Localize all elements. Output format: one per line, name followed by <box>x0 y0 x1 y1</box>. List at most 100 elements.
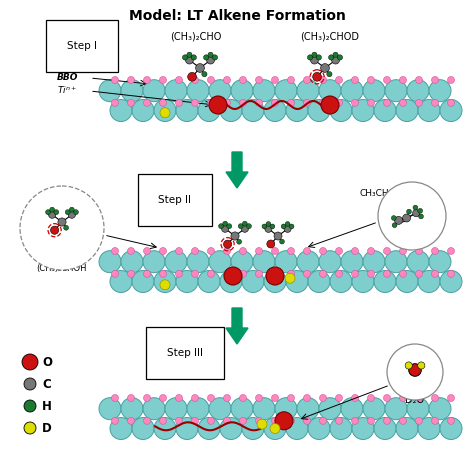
Circle shape <box>224 247 230 255</box>
Circle shape <box>416 76 422 83</box>
Circle shape <box>280 239 284 244</box>
Circle shape <box>272 247 279 255</box>
Circle shape <box>255 99 263 106</box>
Circle shape <box>160 108 170 118</box>
Circle shape <box>319 247 327 255</box>
Circle shape <box>176 100 198 121</box>
Circle shape <box>367 394 374 401</box>
Circle shape <box>431 99 438 106</box>
Circle shape <box>191 55 197 60</box>
Circle shape <box>416 270 422 277</box>
Circle shape <box>352 417 358 424</box>
Circle shape <box>385 251 407 273</box>
Circle shape <box>352 99 358 106</box>
Circle shape <box>165 398 187 419</box>
Circle shape <box>332 56 339 64</box>
Circle shape <box>396 100 418 121</box>
Circle shape <box>275 80 297 102</box>
Circle shape <box>111 76 118 83</box>
Circle shape <box>187 398 209 419</box>
Circle shape <box>196 64 204 73</box>
Circle shape <box>239 417 246 424</box>
Circle shape <box>224 394 230 401</box>
Circle shape <box>316 55 321 60</box>
Circle shape <box>143 80 165 102</box>
Circle shape <box>431 394 438 401</box>
Circle shape <box>209 398 231 419</box>
Circle shape <box>208 394 215 401</box>
Circle shape <box>303 99 310 106</box>
Circle shape <box>363 80 385 102</box>
Circle shape <box>191 99 199 106</box>
Circle shape <box>144 270 151 277</box>
Circle shape <box>246 224 251 228</box>
Circle shape <box>266 222 271 227</box>
Circle shape <box>208 270 215 277</box>
Circle shape <box>128 394 135 401</box>
Circle shape <box>412 210 420 217</box>
Circle shape <box>330 418 352 439</box>
Circle shape <box>319 394 327 401</box>
Circle shape <box>99 251 121 273</box>
Circle shape <box>352 100 374 121</box>
Circle shape <box>431 417 438 424</box>
Circle shape <box>159 394 166 401</box>
Circle shape <box>440 418 462 439</box>
Circle shape <box>110 100 132 121</box>
Circle shape <box>253 80 275 102</box>
Circle shape <box>65 210 70 215</box>
Text: O: O <box>42 356 52 368</box>
Circle shape <box>231 232 239 240</box>
Circle shape <box>242 271 264 292</box>
Circle shape <box>187 80 209 102</box>
Circle shape <box>396 418 418 439</box>
Circle shape <box>303 247 310 255</box>
Circle shape <box>50 207 55 212</box>
Circle shape <box>267 240 275 248</box>
Circle shape <box>352 394 358 401</box>
Circle shape <box>272 76 279 83</box>
Circle shape <box>374 271 396 292</box>
Circle shape <box>447 76 455 83</box>
Circle shape <box>319 270 327 277</box>
Circle shape <box>224 417 230 424</box>
Circle shape <box>319 80 341 102</box>
Circle shape <box>313 73 321 81</box>
Circle shape <box>281 224 286 229</box>
Circle shape <box>387 344 443 400</box>
Circle shape <box>297 398 319 419</box>
Circle shape <box>68 211 75 219</box>
Circle shape <box>51 226 59 234</box>
Circle shape <box>239 247 246 255</box>
Circle shape <box>367 99 374 106</box>
Text: Step III: Step III <box>167 348 203 358</box>
Text: BBO: BBO <box>57 73 78 82</box>
Circle shape <box>111 394 118 401</box>
Circle shape <box>288 417 294 424</box>
Circle shape <box>319 251 341 273</box>
Circle shape <box>20 186 104 270</box>
Circle shape <box>121 398 143 419</box>
Circle shape <box>363 398 385 419</box>
Circle shape <box>110 271 132 292</box>
Circle shape <box>266 267 284 285</box>
Circle shape <box>110 418 132 439</box>
Circle shape <box>227 224 232 228</box>
Circle shape <box>440 100 462 121</box>
Circle shape <box>231 398 253 419</box>
Circle shape <box>191 247 199 255</box>
Circle shape <box>286 271 308 292</box>
Circle shape <box>272 99 279 106</box>
Circle shape <box>144 247 151 255</box>
Circle shape <box>447 247 455 255</box>
Circle shape <box>320 64 329 73</box>
Circle shape <box>418 418 440 439</box>
Circle shape <box>242 100 264 121</box>
Circle shape <box>270 224 275 229</box>
Circle shape <box>219 224 224 228</box>
Circle shape <box>352 418 374 439</box>
Circle shape <box>128 270 135 277</box>
Circle shape <box>367 76 374 83</box>
Circle shape <box>336 247 343 255</box>
Circle shape <box>319 398 341 419</box>
